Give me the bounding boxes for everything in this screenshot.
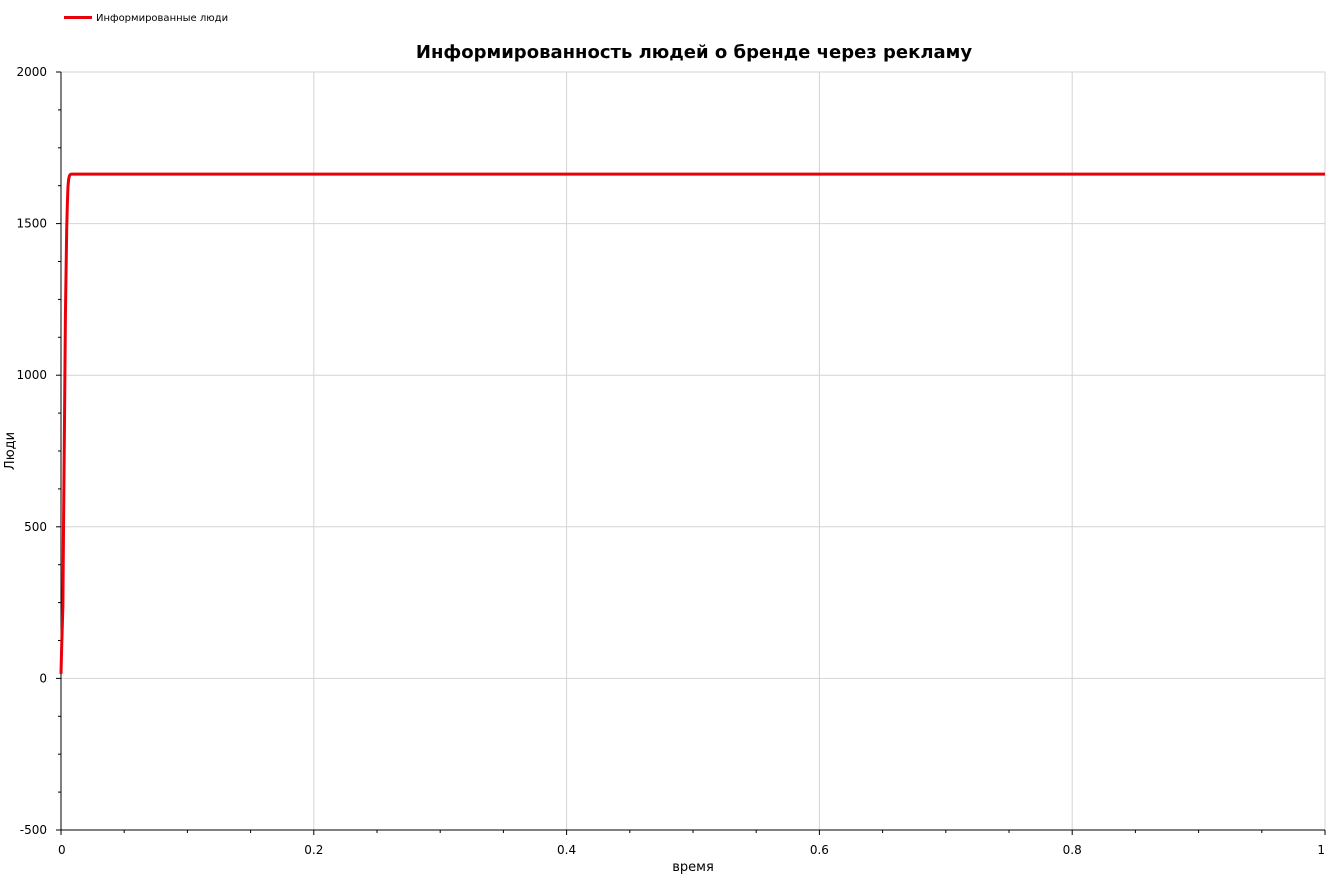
x-tick-label: 0	[58, 843, 66, 857]
x-tick-label: 0.4	[557, 843, 576, 857]
y-tick-label: -500	[20, 823, 47, 837]
y-axis-ticks: -500 0 500 1000 1500 2000	[16, 65, 61, 837]
y-tick-label: 0	[39, 671, 47, 685]
axes	[60, 72, 1325, 831]
grid	[61, 71, 1326, 830]
series-layer	[59, 172, 1325, 674]
x-tick-label: 1	[1317, 843, 1325, 857]
x-tick-label: 0.2	[304, 843, 323, 857]
legend: Информированные люди	[64, 13, 228, 24]
x-tick-label: 0.8	[1063, 843, 1082, 857]
y-tick-label: 2000	[16, 65, 47, 79]
y-tick-label: 500	[24, 520, 47, 534]
series-line	[59, 172, 1325, 674]
chart-title: Информированность людей о бренде через р…	[416, 42, 973, 63]
x-axis-label: время	[672, 860, 714, 874]
legend-label: Информированные люди	[96, 13, 228, 24]
y-axis-label: Люди	[3, 432, 18, 470]
x-tick-label: 0.6	[810, 843, 829, 857]
y-tick-label: 1000	[16, 368, 47, 382]
y-tick-label: 1500	[16, 217, 47, 231]
x-axis-ticks: 0 0.2 0.4 0.6 0.8 1	[58, 830, 1326, 857]
